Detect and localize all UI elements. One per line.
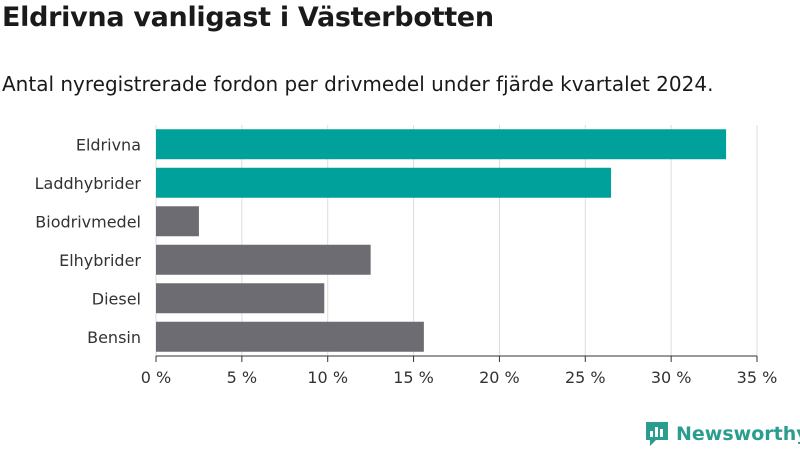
bar-diesel xyxy=(156,283,325,314)
category-label: Elhybrider xyxy=(59,251,141,270)
newsworthy-logo-icon xyxy=(646,422,668,446)
x-tick-label: 5 % xyxy=(227,368,257,387)
category-label: Bensin xyxy=(87,328,141,347)
x-tick-label: 0 % xyxy=(141,368,171,387)
x-tick-label: 30 % xyxy=(651,368,692,387)
bar-elhybrider xyxy=(156,244,371,275)
bar-bensin xyxy=(156,321,424,352)
brand-name: Newsworthy xyxy=(676,423,800,445)
bar-eldrivna xyxy=(156,129,727,160)
x-tick-label: 25 % xyxy=(565,368,606,387)
x-tick-label: 20 % xyxy=(479,368,520,387)
chart-subtitle: Antal nyregistrerade fordon per drivmede… xyxy=(2,72,714,96)
x-tick-label: 10 % xyxy=(307,368,348,387)
bar-laddhybrider xyxy=(156,167,612,198)
category-label: Laddhybrider xyxy=(35,174,142,193)
x-tick-label: 35 % xyxy=(737,368,778,387)
category-label: Eldrivna xyxy=(76,135,141,154)
bar-biodrivmedel xyxy=(156,206,199,237)
category-label: Diesel xyxy=(92,289,141,308)
category-label: Biodrivmedel xyxy=(35,212,141,231)
brand-logo: Newsworthy xyxy=(644,420,800,448)
chart-title: Eldrivna vanligast i Västerbotten xyxy=(2,2,494,33)
x-tick-label: 15 % xyxy=(393,368,434,387)
